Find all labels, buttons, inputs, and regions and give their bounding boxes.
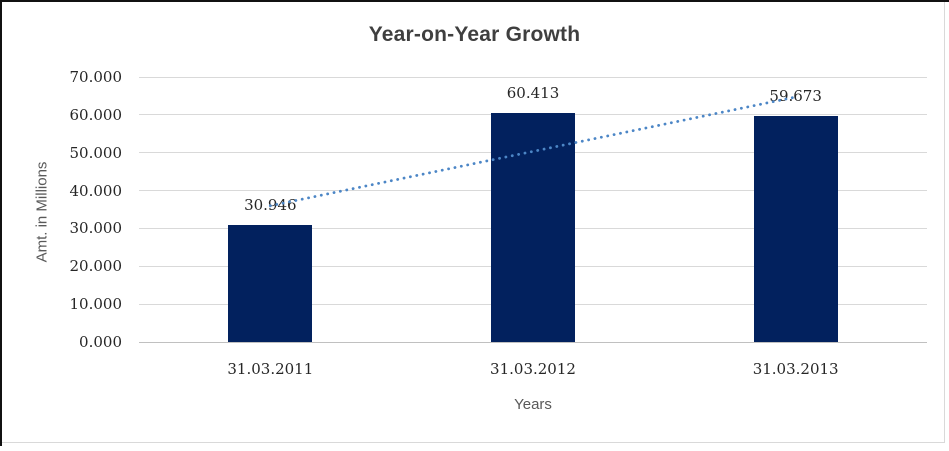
y-tick-label: 20.000 xyxy=(69,257,123,276)
y-axis-title: Amt. in Millions xyxy=(33,161,51,263)
bar xyxy=(228,224,313,342)
y-tick-label: 10.000 xyxy=(69,295,123,314)
gridline xyxy=(139,76,927,78)
y-tick-label: 70.000 xyxy=(69,68,123,86)
x-tick-label: 31.03.2011 xyxy=(227,360,314,378)
screenshot-left-edge xyxy=(0,0,2,446)
bar-data-label: 30.946 xyxy=(244,195,297,214)
x-axis-line xyxy=(139,341,927,343)
x-axis-title: Years xyxy=(514,396,552,413)
bar-data-label: 60.413 xyxy=(506,84,560,103)
x-tick-label: 31.03.2013 xyxy=(752,360,839,378)
y-tick-label: 40.000 xyxy=(69,181,123,200)
x-tick-label: 31.03.2012 xyxy=(490,360,576,378)
screenshot-top-edge xyxy=(0,0,949,2)
y-tick-label: 0.000 xyxy=(79,333,122,351)
chart-title: Year-on-Year Growth xyxy=(368,23,581,46)
y-tick-label: 30.000 xyxy=(69,219,123,238)
y-tick-label: 60.000 xyxy=(69,105,123,124)
bar xyxy=(491,113,575,342)
y-tick-label: 50.000 xyxy=(69,143,123,162)
bar-data-label: 59.673 xyxy=(769,87,822,106)
chart-plot-frame xyxy=(0,0,945,443)
bar xyxy=(753,116,838,342)
